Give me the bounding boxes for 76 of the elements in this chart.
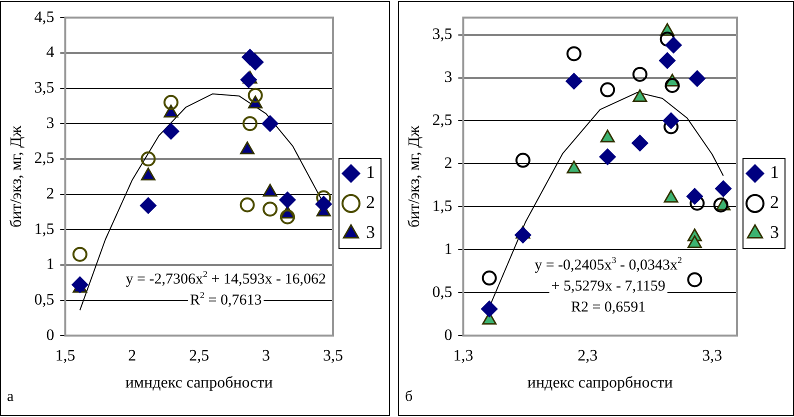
y-tick-label: 3,5 — [432, 26, 452, 43]
point — [687, 272, 702, 288]
point — [248, 88, 263, 103]
y-tick-label: 3 — [46, 114, 54, 132]
y-tick-label: 2,5 — [34, 150, 54, 168]
x-tick-label: 3 — [262, 347, 270, 364]
legend-label: 1 — [366, 162, 375, 182]
point — [662, 112, 680, 129]
x-tick-label: 3,5 — [323, 347, 343, 364]
x-tick-label: 1,3 — [453, 347, 474, 364]
point — [686, 188, 703, 205]
point — [514, 226, 532, 244]
point — [566, 72, 582, 90]
point — [140, 197, 156, 214]
point — [162, 123, 180, 140]
point — [659, 52, 676, 69]
x-tick-label: 3,3 — [702, 347, 722, 364]
y-tick-label: 0,5 — [34, 291, 54, 308]
point — [247, 54, 264, 70]
x-axis-title: индекс сапрорбности — [527, 374, 674, 392]
point — [715, 180, 732, 197]
y-tick-label: 1,5 — [34, 220, 54, 238]
point — [72, 246, 88, 262]
annotation: + 5,5279x - 7,1159 — [551, 278, 666, 295]
point — [665, 36, 682, 54]
x-tick-label: 2,5 — [189, 347, 210, 364]
point — [566, 46, 582, 62]
x-tick-label: 2 — [128, 347, 136, 364]
point — [140, 151, 156, 166]
y-tick-label: 2,5 — [432, 112, 452, 129]
point — [240, 72, 257, 88]
y-tick-label: 0 — [444, 326, 452, 344]
legend-label: 3 — [770, 222, 779, 242]
y-tick-label: 2 — [444, 154, 452, 172]
legend-label: 2 — [770, 192, 779, 212]
point — [279, 192, 296, 208]
point — [632, 66, 648, 82]
point — [632, 134, 648, 152]
point — [72, 276, 88, 293]
y-tick-label: 0,5 — [432, 284, 452, 301]
y-axis-title: бит/экз, мг, Дж — [406, 124, 423, 228]
point — [660, 32, 675, 47]
text: а — [7, 389, 14, 405]
point — [482, 270, 497, 286]
y-tick-label: 3 — [444, 68, 452, 86]
x-tick-label: 2,3 — [578, 347, 598, 364]
point — [315, 196, 332, 212]
point — [240, 197, 255, 212]
y-tick-label: 2 — [46, 185, 54, 202]
point — [599, 148, 616, 166]
y-tick-label: 4 — [46, 44, 54, 62]
x-axis-title: имндекс сапробности — [125, 374, 274, 392]
point — [713, 197, 728, 212]
point — [688, 70, 706, 87]
y-tick-label: 1 — [46, 256, 54, 274]
text: б — [405, 389, 413, 405]
point — [481, 300, 498, 318]
legend-label: 2 — [366, 192, 375, 212]
y-tick-label: 3,5 — [34, 79, 54, 96]
point — [242, 116, 258, 132]
legend-label: 3 — [366, 222, 375, 242]
point — [600, 82, 616, 98]
point — [262, 115, 278, 132]
y-tick-label: 1 — [444, 240, 452, 258]
y-tick-label: 4,5 — [34, 8, 54, 26]
y-axis-title: бит/экз, мг, Дж — [8, 124, 25, 228]
point — [262, 202, 278, 217]
point — [280, 209, 295, 224]
point — [664, 78, 680, 93]
y-tick-label: 1,5 — [432, 198, 452, 215]
annotation: R2 = 0,6591 — [570, 300, 646, 316]
point — [690, 196, 705, 211]
y-tick-label: 0 — [46, 326, 54, 344]
legend-label: 1 — [770, 162, 779, 182]
point — [515, 152, 530, 168]
point — [163, 94, 178, 110]
